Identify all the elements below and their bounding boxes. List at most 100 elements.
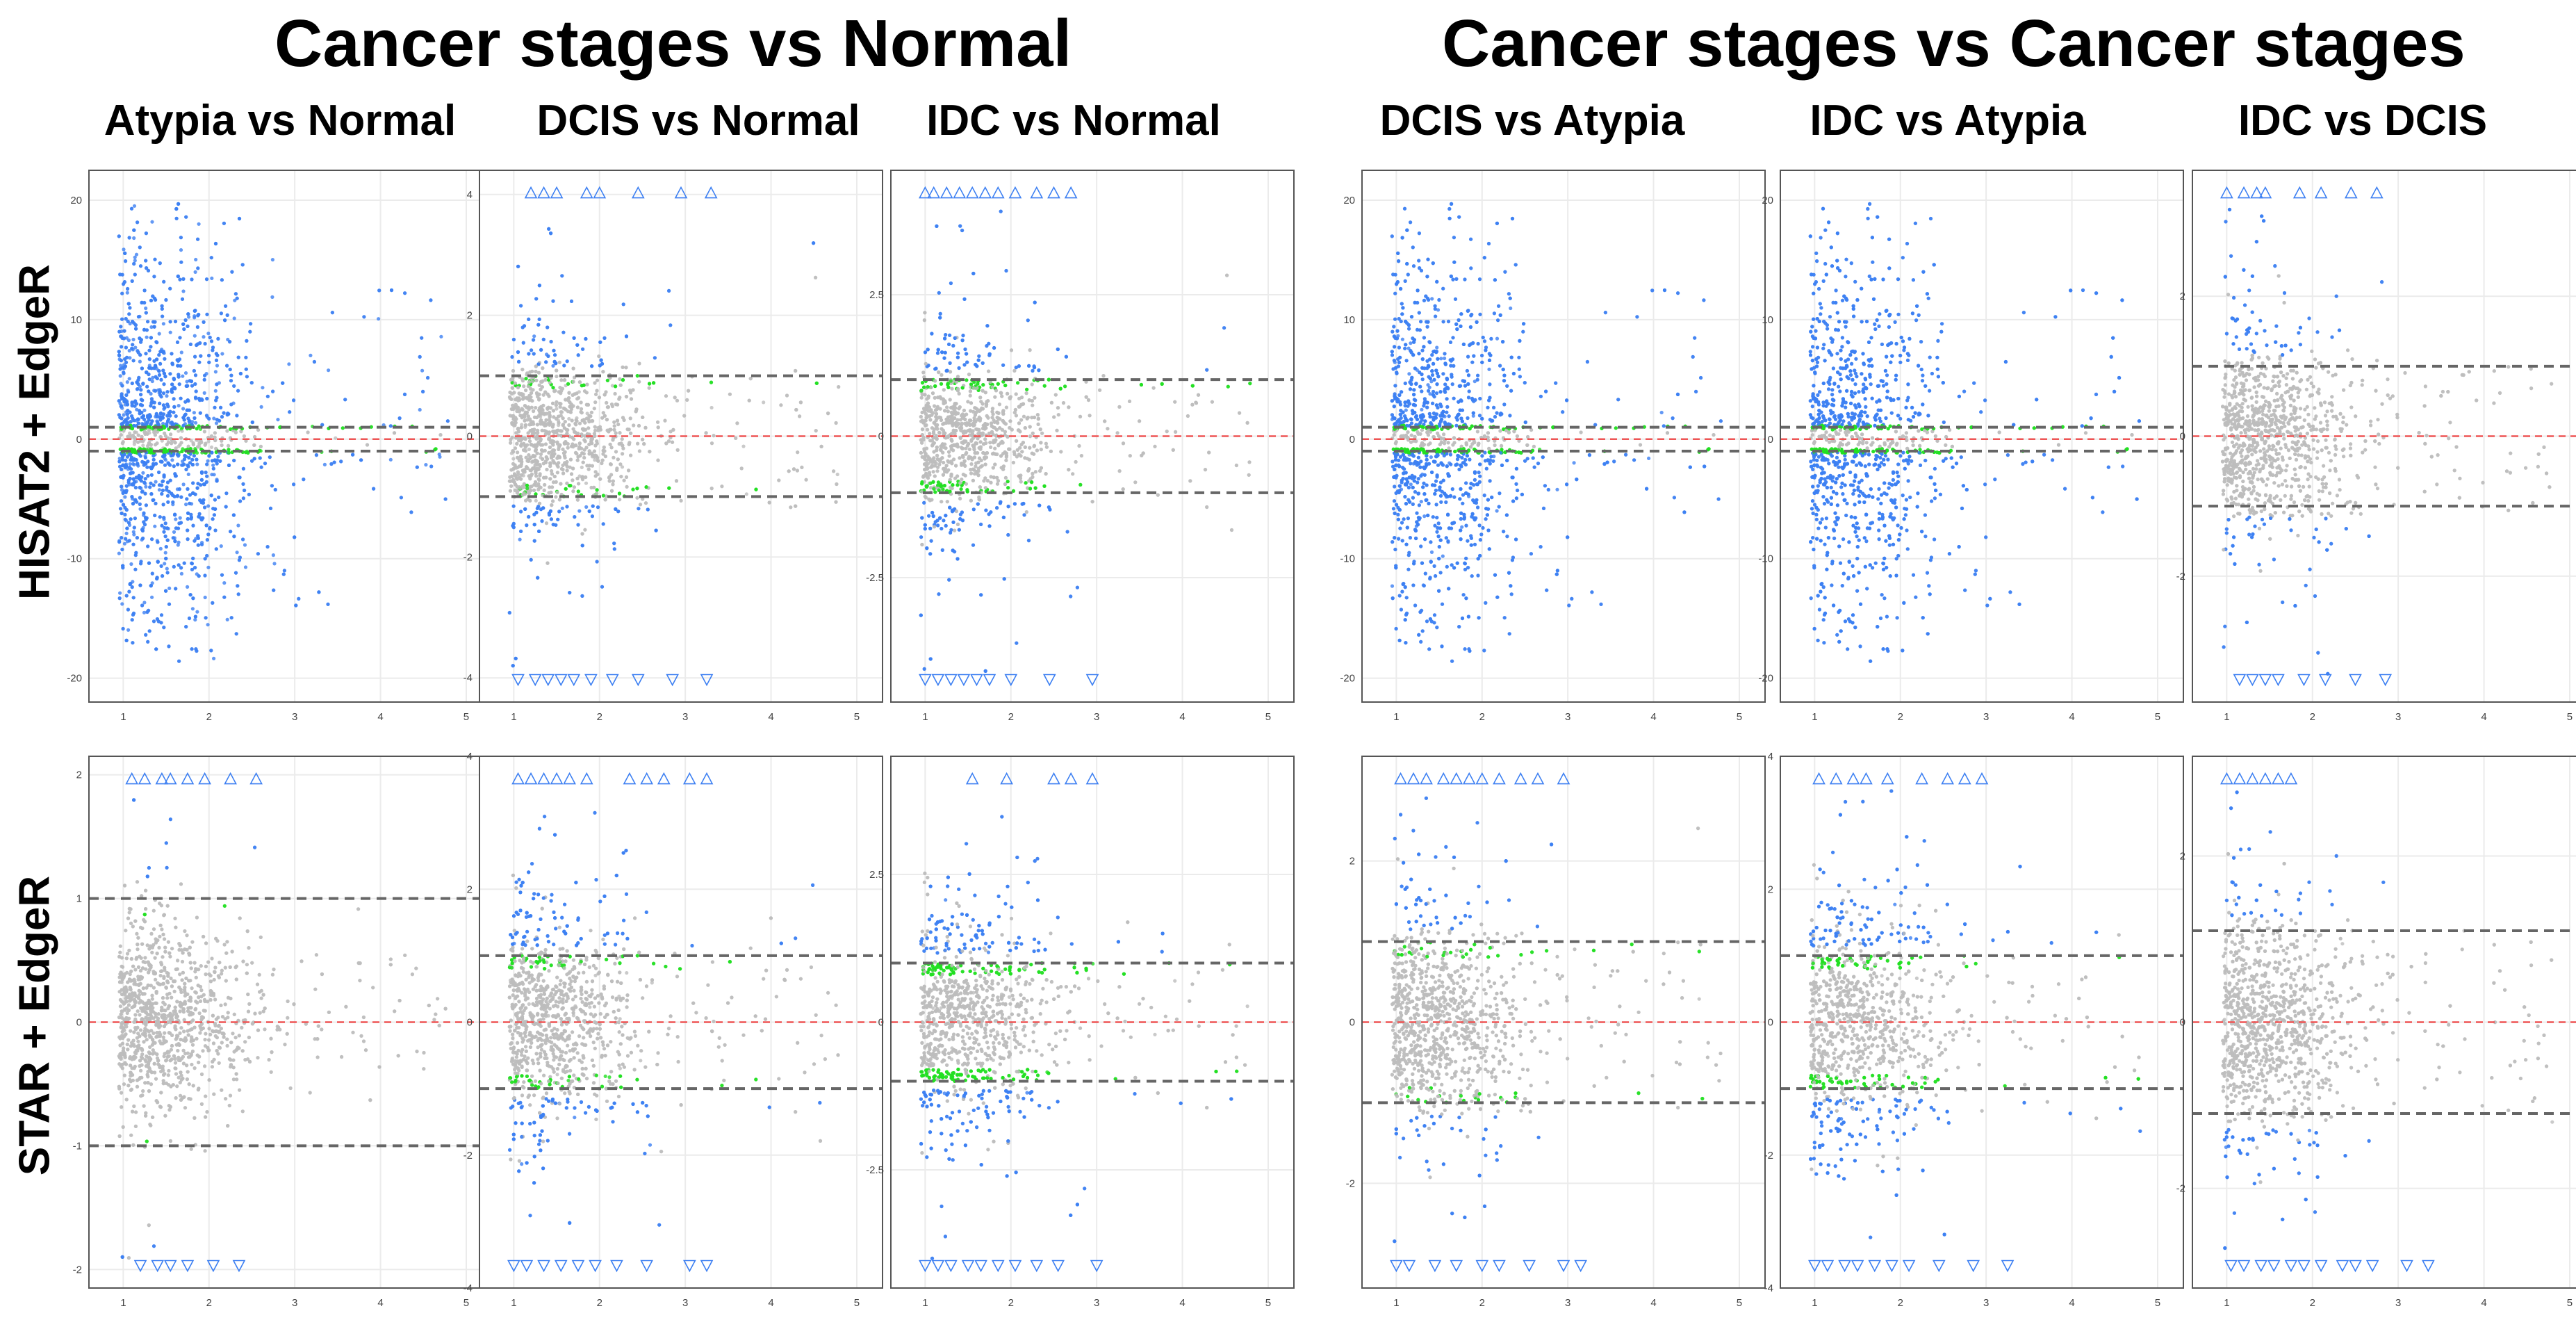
data-point bbox=[235, 632, 238, 635]
data-point bbox=[616, 423, 620, 426]
data-point bbox=[710, 406, 714, 409]
data-point bbox=[197, 313, 200, 316]
data-point bbox=[212, 467, 215, 471]
data-point bbox=[122, 413, 125, 416]
data-point bbox=[133, 525, 136, 529]
data-point bbox=[625, 475, 628, 479]
data-point bbox=[559, 405, 562, 409]
data-point bbox=[362, 315, 366, 318]
data-point bbox=[172, 397, 176, 400]
data-point bbox=[586, 403, 590, 407]
data-point bbox=[259, 445, 263, 448]
data-point bbox=[294, 603, 297, 607]
data-point bbox=[141, 471, 145, 475]
data-point bbox=[145, 336, 149, 339]
data-point bbox=[580, 407, 583, 411]
data-point bbox=[211, 517, 215, 521]
data-point bbox=[602, 494, 605, 497]
data-point bbox=[226, 412, 229, 415]
data-point bbox=[583, 528, 586, 532]
data-point bbox=[611, 405, 614, 408]
data-point bbox=[169, 320, 172, 323]
data-point bbox=[522, 384, 525, 388]
data-point bbox=[667, 289, 671, 293]
data-point bbox=[215, 396, 218, 400]
data-point bbox=[575, 397, 579, 400]
data-point bbox=[637, 361, 641, 365]
data-point bbox=[126, 413, 129, 416]
data-point bbox=[224, 304, 227, 308]
data-point bbox=[548, 513, 551, 516]
data-point bbox=[588, 452, 591, 455]
data-point bbox=[213, 513, 216, 516]
data-point bbox=[235, 414, 238, 417]
data-point bbox=[196, 266, 199, 270]
data-point bbox=[120, 345, 123, 348]
data-point bbox=[135, 458, 138, 462]
data-point bbox=[137, 351, 140, 355]
data-point bbox=[366, 443, 369, 446]
data-point bbox=[574, 443, 577, 447]
data-point bbox=[260, 466, 263, 469]
data-point bbox=[539, 453, 543, 456]
data-point bbox=[170, 458, 174, 462]
data-point bbox=[166, 539, 170, 542]
data-point bbox=[429, 298, 432, 302]
data-point bbox=[524, 437, 527, 441]
data-point bbox=[191, 524, 195, 528]
data-point bbox=[124, 364, 127, 368]
data-point bbox=[535, 416, 539, 419]
data-point bbox=[155, 577, 158, 580]
data-point bbox=[614, 450, 618, 453]
data-point bbox=[136, 462, 139, 465]
data-point bbox=[571, 418, 574, 422]
data-point bbox=[618, 442, 621, 446]
data-point bbox=[172, 405, 176, 409]
data-point bbox=[573, 485, 576, 489]
data-point bbox=[138, 583, 142, 587]
data-point bbox=[195, 343, 198, 347]
data-point bbox=[575, 343, 579, 347]
data-point bbox=[309, 354, 312, 357]
data-point bbox=[131, 279, 134, 283]
data-point bbox=[158, 402, 161, 405]
data-point bbox=[607, 430, 610, 433]
data-point bbox=[229, 530, 232, 533]
data-point bbox=[585, 391, 589, 394]
data-point bbox=[534, 511, 538, 514]
data-point bbox=[625, 485, 629, 489]
data-point bbox=[768, 500, 771, 504]
data-point bbox=[516, 350, 520, 354]
data-point bbox=[133, 272, 137, 276]
data-point bbox=[182, 462, 186, 466]
data-point bbox=[611, 482, 614, 486]
data-point bbox=[191, 607, 195, 610]
x-tick-label: 4 bbox=[377, 711, 383, 723]
data-point bbox=[609, 443, 612, 446]
data-point bbox=[584, 439, 587, 443]
data-point bbox=[152, 406, 156, 409]
data-point bbox=[158, 488, 161, 491]
data-point bbox=[559, 402, 562, 405]
data-point bbox=[426, 376, 429, 380]
data-point bbox=[192, 416, 196, 420]
data-point bbox=[525, 484, 529, 487]
data-point bbox=[834, 500, 837, 504]
data-point bbox=[167, 490, 171, 494]
data-point bbox=[596, 488, 599, 491]
data-point bbox=[740, 466, 744, 470]
data-point bbox=[129, 582, 132, 585]
data-point bbox=[271, 258, 274, 261]
data-point bbox=[197, 544, 200, 547]
data-point bbox=[326, 603, 329, 606]
data-point bbox=[176, 463, 179, 466]
data-point bbox=[510, 421, 514, 425]
data-point bbox=[178, 487, 181, 491]
data-point bbox=[182, 327, 186, 331]
data-point bbox=[720, 484, 723, 488]
data-point bbox=[126, 402, 129, 406]
data-point bbox=[139, 393, 142, 396]
data-point bbox=[557, 421, 560, 425]
data-point bbox=[212, 657, 215, 660]
data-point bbox=[511, 414, 514, 418]
